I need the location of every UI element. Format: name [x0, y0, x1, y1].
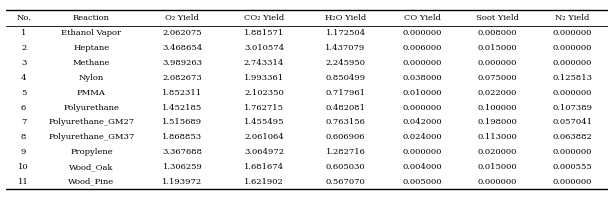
Text: 3.468654: 3.468654: [162, 44, 203, 52]
Text: Wood_Oak: Wood_Oak: [69, 163, 114, 171]
Text: 2: 2: [21, 44, 26, 52]
Text: 9: 9: [21, 148, 26, 156]
Text: Polyurethane_GM27: Polyurethane_GM27: [49, 118, 134, 127]
Text: 2.061064: 2.061064: [244, 133, 284, 141]
Text: 0.004000: 0.004000: [402, 163, 442, 171]
Text: 4: 4: [21, 74, 26, 82]
Text: 10: 10: [18, 163, 29, 171]
Text: Wood_Pine: Wood_Pine: [68, 178, 114, 186]
Text: 5: 5: [21, 89, 26, 97]
Text: 0.198000: 0.198000: [477, 118, 517, 127]
Text: 0.100000: 0.100000: [477, 104, 517, 112]
Text: Ethanol Vapor: Ethanol Vapor: [61, 30, 122, 37]
Text: 0.000555: 0.000555: [552, 163, 592, 171]
Text: 1.681674: 1.681674: [244, 163, 284, 171]
Text: 0.000000: 0.000000: [553, 30, 592, 37]
Text: Nylon: Nylon: [79, 74, 104, 82]
Text: O₂ Yield: O₂ Yield: [166, 14, 200, 22]
Text: 1.881571: 1.881571: [244, 30, 284, 37]
Text: Polyurethane_GM37: Polyurethane_GM37: [49, 133, 134, 141]
Text: 0.022000: 0.022000: [478, 89, 517, 97]
Text: Methane: Methane: [72, 59, 110, 67]
Text: 0.038000: 0.038000: [402, 74, 442, 82]
Text: 1.515689: 1.515689: [162, 118, 203, 127]
Text: 1.306259: 1.306259: [163, 163, 203, 171]
Text: 1.852311: 1.852311: [162, 89, 203, 97]
Text: 0.482081: 0.482081: [325, 104, 365, 112]
Text: 2.082673: 2.082673: [163, 74, 202, 82]
Text: 0.000000: 0.000000: [553, 59, 592, 67]
Text: 0.063882: 0.063882: [552, 133, 592, 141]
Text: 0.020000: 0.020000: [478, 148, 517, 156]
Text: 0.000000: 0.000000: [478, 59, 517, 67]
Text: 0.010000: 0.010000: [402, 89, 442, 97]
Text: Reaction: Reaction: [73, 14, 110, 22]
Text: 1.993361: 1.993361: [244, 74, 284, 82]
Text: Heptane: Heptane: [73, 44, 109, 52]
Text: 1.455495: 1.455495: [244, 118, 284, 127]
Text: Soot Yield: Soot Yield: [476, 14, 519, 22]
Text: 0.006000: 0.006000: [402, 44, 442, 52]
Text: No.: No.: [16, 14, 31, 22]
Text: 0.850499: 0.850499: [325, 74, 366, 82]
Text: 0.057041: 0.057041: [552, 118, 592, 127]
Text: 0.000000: 0.000000: [553, 178, 592, 186]
Text: 3.367688: 3.367688: [163, 148, 203, 156]
Text: 8: 8: [21, 133, 26, 141]
Text: 0.125813: 0.125813: [552, 74, 592, 82]
Text: 0.000000: 0.000000: [553, 148, 592, 156]
Text: 2.245950: 2.245950: [325, 59, 365, 67]
Text: 1.452185: 1.452185: [162, 104, 203, 112]
Text: 0.008000: 0.008000: [477, 30, 517, 37]
Text: 0.000000: 0.000000: [478, 178, 517, 186]
Text: 0.005000: 0.005000: [402, 178, 442, 186]
Text: 2.743314: 2.743314: [244, 59, 284, 67]
Text: 3.989263: 3.989263: [163, 59, 203, 67]
Text: 3: 3: [21, 59, 26, 67]
Text: 0.107389: 0.107389: [552, 104, 592, 112]
Text: 7: 7: [21, 118, 26, 127]
Text: N₂ Yield: N₂ Yield: [555, 14, 589, 22]
Text: CO Yield: CO Yield: [403, 14, 441, 22]
Text: 0.000000: 0.000000: [402, 148, 442, 156]
Text: 1.762715: 1.762715: [244, 104, 284, 112]
Text: 1.621902: 1.621902: [244, 178, 284, 186]
Text: 0.000000: 0.000000: [402, 104, 442, 112]
Text: H₂O Yield: H₂O Yield: [325, 14, 366, 22]
Text: 0.015000: 0.015000: [477, 44, 517, 52]
Text: PMMA: PMMA: [77, 89, 106, 97]
Text: 1.868853: 1.868853: [162, 133, 203, 141]
Text: 11: 11: [18, 178, 29, 186]
Text: 2.062075: 2.062075: [163, 30, 202, 37]
Text: 6: 6: [21, 104, 26, 112]
Text: 0.605030: 0.605030: [326, 163, 365, 171]
Text: 3.010574: 3.010574: [244, 44, 284, 52]
Text: 0.024000: 0.024000: [402, 133, 442, 141]
Text: 0.717961: 0.717961: [325, 89, 365, 97]
Text: 0.075000: 0.075000: [477, 74, 517, 82]
Text: CO₂ Yield: CO₂ Yield: [244, 14, 284, 22]
Text: 0.000000: 0.000000: [402, 30, 442, 37]
Text: 0.763156: 0.763156: [325, 118, 365, 127]
Text: 2.102350: 2.102350: [244, 89, 284, 97]
Text: 0.000000: 0.000000: [553, 89, 592, 97]
Text: 1.193972: 1.193972: [162, 178, 203, 186]
Text: 3.064972: 3.064972: [244, 148, 284, 156]
Text: Propylene: Propylene: [70, 148, 113, 156]
Text: 0.567070: 0.567070: [326, 178, 365, 186]
Text: 1.172504: 1.172504: [325, 30, 366, 37]
Text: 0.000000: 0.000000: [553, 44, 592, 52]
Text: 0.015000: 0.015000: [477, 163, 517, 171]
Text: 0.000000: 0.000000: [402, 59, 442, 67]
Text: 1.437079: 1.437079: [325, 44, 366, 52]
Text: Polyurethane: Polyurethane: [63, 104, 119, 112]
Text: 1.282716: 1.282716: [325, 148, 365, 156]
Text: 0.606906: 0.606906: [326, 133, 365, 141]
Text: 0.042000: 0.042000: [402, 118, 442, 127]
Text: 1: 1: [21, 30, 26, 37]
Text: 0.113000: 0.113000: [477, 133, 517, 141]
